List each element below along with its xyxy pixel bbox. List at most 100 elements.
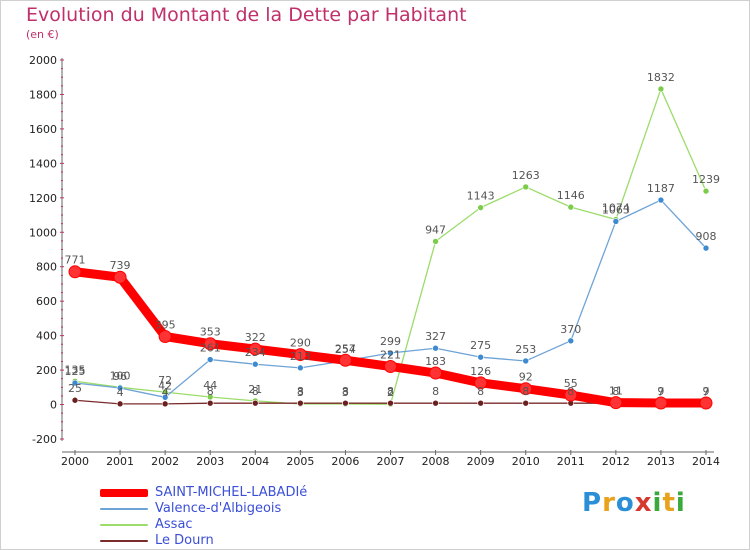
data-label: 370 [560,323,581,336]
x-tick-label: 2002 [151,455,179,468]
data-label: 8 [207,385,214,398]
series-point [657,85,665,93]
y-tick-label: 600 [36,295,57,308]
data-label: 1239 [692,173,720,186]
legend-swatch [100,540,148,542]
series-point [657,196,665,204]
data-label: 275 [470,339,491,352]
series-point [477,204,484,211]
data-label: 1187 [647,182,675,195]
series-point [203,337,217,351]
series-point [206,356,214,363]
series-point [293,348,307,362]
series-point [387,349,394,357]
series-point [564,388,578,402]
y-tick-label: 0 [50,399,57,412]
data-label: 8 [432,385,439,398]
data-label: 234 [245,346,266,359]
proxiti-logo: Proxiti [582,488,686,518]
data-label: 125 [65,365,86,378]
series-point [609,396,623,410]
data-label: 44 [203,379,217,392]
logo-letter: o [615,488,635,518]
x-tick-label: 2003 [196,455,224,468]
series-point [384,359,397,373]
series-point [71,379,79,387]
data-label: 55 [564,377,578,390]
series-point [522,399,530,407]
data-label: 3 [342,386,349,399]
data-label: 353 [200,326,221,339]
data-label: 183 [425,355,446,368]
data-labels: 135 100 72 44 21 3 3 29471143126311461074183212… [65,71,721,399]
y-tick-label: 400 [36,330,57,343]
legend-swatch [100,524,148,526]
series-point [477,399,484,407]
series-point [338,353,352,367]
data-label: 1143 [467,190,495,203]
x-tick-label: 2008 [422,455,450,468]
x-tick-label: 2005 [286,455,314,468]
data-label: 9 [657,385,664,398]
data-label: 290 [290,337,311,350]
series-point [567,337,575,345]
y-tick-label: 1200 [29,192,57,205]
legend-label: Le Dourn [155,533,214,548]
y-tick-label: 1400 [29,157,57,170]
series-point [429,366,443,380]
series-point [519,382,533,396]
series-point [251,399,259,407]
series-point [158,329,172,343]
series-point [71,396,79,404]
logo-letter: i [675,488,686,518]
legend-label: Valence-d'Albigeois [155,501,282,516]
x-tick-label: 2001 [106,455,134,468]
data-label: 213 [290,350,311,363]
x-tick-label: 2007 [377,455,405,468]
data-label: 96 [113,370,127,383]
x-tick-label: 2010 [512,455,540,468]
data-label: 257 [335,342,356,355]
logo-letter: r [602,488,616,518]
axes: -200 0 200 400 600 800 1000 1200 1400 1600 1800 200… [29,54,720,468]
series-point [522,357,530,365]
series-point [432,344,439,352]
series-points [68,85,713,410]
series-point [702,244,710,252]
data-label: 100 [110,369,131,382]
x-tick-label: 2006 [331,455,359,468]
x-tick-label: 2009 [467,455,495,468]
data-label: 1263 [512,169,540,182]
data-label: 42 [158,379,172,392]
series-point [612,218,620,225]
series-point [432,399,439,407]
y-tick-label: 1800 [29,88,57,101]
data-label: 947 [425,223,446,236]
data-label: 4 [162,386,169,399]
y-tick-label: 2000 [29,54,57,67]
logo-letter: i [652,488,663,518]
data-label: 11 [609,385,623,398]
logo-letter: t [662,488,676,518]
series-point [206,399,214,407]
data-label: 253 [515,343,536,356]
data-label: 3 [297,386,304,399]
data-label: 8 [387,385,394,398]
legend-label: Assac [155,517,193,532]
data-label: 254 [335,343,356,356]
series-point [474,376,488,390]
data-label: 72 [158,374,172,387]
chart-title: Evolution du Montant de la Dette par Hab… [26,4,467,26]
data-label: 327 [425,330,446,343]
legend-swatch [100,489,148,497]
data-label: 1063 [602,203,630,216]
data-label: 2 [387,386,394,399]
data-label: 395 [155,318,176,331]
series-point [702,187,710,195]
y-tick-label: 800 [36,261,57,274]
data-label: 92 [519,371,533,384]
series-point [654,396,668,410]
data-label: 9 [703,385,710,398]
data-label: 1146 [557,189,585,202]
